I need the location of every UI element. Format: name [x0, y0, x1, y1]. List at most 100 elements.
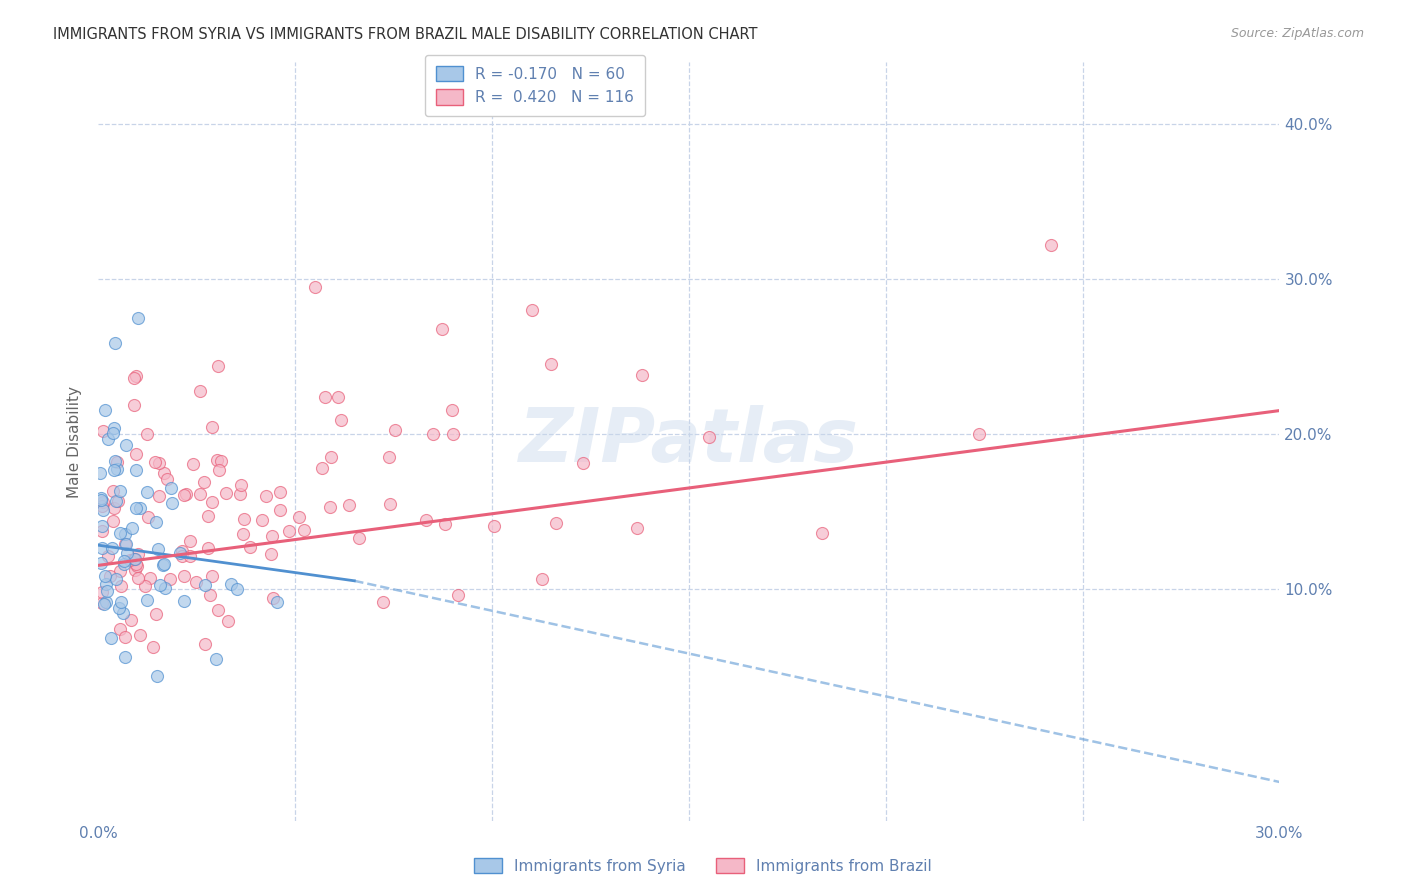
Point	[152, 558, 174, 572]
Point	[91, 524, 114, 539]
Text: ZIPatlas: ZIPatlas	[519, 405, 859, 478]
Point	[108, 622, 131, 636]
Point	[208, 463, 231, 477]
Point	[233, 511, 256, 525]
Point	[94, 569, 117, 583]
Point	[197, 508, 219, 523]
Point	[422, 426, 444, 441]
Point	[174, 487, 197, 501]
Point	[104, 454, 127, 468]
Point	[207, 453, 229, 467]
Point	[91, 495, 114, 509]
Point	[153, 466, 176, 480]
Point	[101, 483, 124, 498]
Point	[226, 582, 249, 597]
Point	[540, 357, 562, 371]
Point	[101, 514, 124, 528]
Point	[531, 573, 554, 587]
Point	[434, 516, 457, 531]
Point	[232, 527, 254, 541]
Point	[252, 513, 274, 527]
Point	[156, 472, 179, 486]
Point	[173, 594, 195, 608]
Point	[269, 485, 291, 500]
Point	[626, 521, 648, 535]
Point	[149, 578, 172, 592]
Point	[129, 501, 152, 516]
Point	[314, 390, 336, 404]
Point	[110, 564, 132, 578]
Point	[173, 569, 195, 583]
Point	[97, 549, 120, 563]
Point	[254, 489, 277, 503]
Point	[215, 486, 238, 500]
Point	[172, 549, 194, 564]
Point	[262, 529, 284, 543]
Point	[127, 310, 149, 325]
Point	[378, 450, 401, 464]
Point	[207, 359, 229, 373]
Point	[107, 494, 129, 508]
Point	[967, 427, 990, 442]
Point	[197, 541, 219, 556]
Point	[91, 596, 114, 610]
Point	[260, 547, 283, 561]
Point	[96, 583, 118, 598]
Point	[111, 607, 134, 621]
Point	[153, 558, 176, 572]
Point	[90, 493, 112, 508]
Point	[108, 526, 131, 541]
Point	[134, 578, 156, 592]
Point	[186, 574, 208, 589]
Point	[571, 456, 593, 470]
Point	[217, 615, 239, 629]
Legend: Immigrants from Syria, Immigrants from Brazil: Immigrants from Syria, Immigrants from B…	[468, 852, 938, 880]
Point	[318, 500, 340, 514]
Point	[103, 462, 125, 476]
Point	[114, 649, 136, 664]
Point	[127, 571, 149, 585]
Point	[105, 455, 128, 469]
Point	[124, 463, 146, 477]
Point	[96, 595, 118, 609]
Point	[145, 515, 167, 529]
Point	[188, 487, 211, 501]
Point	[430, 322, 453, 336]
Point	[104, 572, 127, 586]
Point	[89, 466, 111, 480]
Point	[101, 541, 124, 555]
Point	[321, 450, 343, 464]
Point	[129, 628, 152, 642]
Point	[277, 524, 299, 538]
Point	[699, 430, 721, 444]
Point	[311, 461, 333, 475]
Point	[201, 569, 224, 583]
Point	[112, 554, 135, 568]
Y-axis label: Male Disability: Male Disability	[67, 385, 83, 498]
Point	[173, 488, 195, 502]
Point	[110, 595, 132, 609]
Point	[125, 557, 148, 571]
Point	[292, 523, 315, 537]
Point	[90, 541, 112, 556]
Point	[100, 632, 122, 646]
Point	[127, 559, 149, 574]
Point	[103, 421, 125, 435]
Legend: R = -0.170   N = 60, R =  0.420   N = 116: R = -0.170 N = 60, R = 0.420 N = 116	[425, 55, 645, 116]
Point	[108, 483, 131, 498]
Point	[384, 424, 406, 438]
Point	[101, 426, 124, 441]
Text: IMMIGRANTS FROM SYRIA VS IMMIGRANTS FROM BRAZIL MALE DISABILITY CORRELATION CHAR: IMMIGRANTS FROM SYRIA VS IMMIGRANTS FROM…	[53, 27, 758, 42]
Point	[110, 579, 132, 593]
Point	[145, 607, 167, 621]
Text: Source: ZipAtlas.com: Source: ZipAtlas.com	[1230, 27, 1364, 40]
Point	[105, 462, 128, 476]
Point	[1040, 238, 1063, 252]
Point	[337, 499, 360, 513]
Point	[630, 368, 652, 382]
Point	[447, 588, 470, 602]
Point	[103, 500, 125, 515]
Point	[96, 432, 118, 446]
Point	[219, 577, 242, 591]
Point	[415, 513, 437, 527]
